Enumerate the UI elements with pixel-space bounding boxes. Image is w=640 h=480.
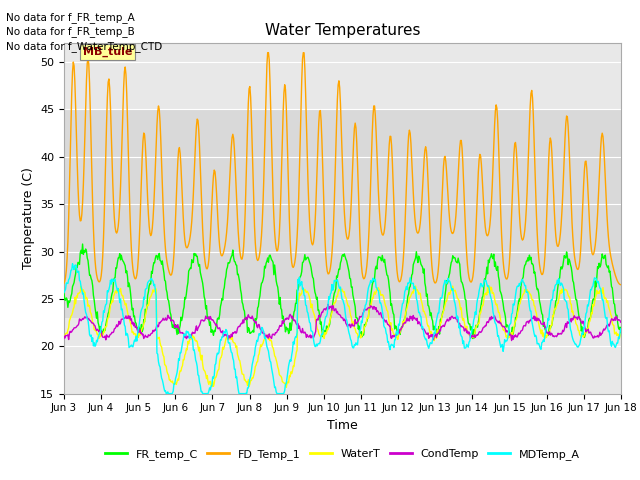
Y-axis label: Temperature (C): Temperature (C): [22, 168, 35, 269]
Text: No data for f_WaterTemp_CTD: No data for f_WaterTemp_CTD: [6, 41, 163, 52]
Text: No data for f_FR_temp_B: No data for f_FR_temp_B: [6, 26, 135, 37]
Text: No data for f_FR_temp_A: No data for f_FR_temp_A: [6, 12, 135, 23]
Bar: [64, 109, 621, 318]
Title: Water Temperatures: Water Temperatures: [265, 23, 420, 38]
Text: MB_tule: MB_tule: [83, 47, 132, 57]
X-axis label: Time: Time: [327, 419, 358, 432]
Legend: FR_temp_C, FD_Temp_1, WaterT, CondTemp, MDTemp_A: FR_temp_C, FD_Temp_1, WaterT, CondTemp, …: [100, 444, 584, 465]
